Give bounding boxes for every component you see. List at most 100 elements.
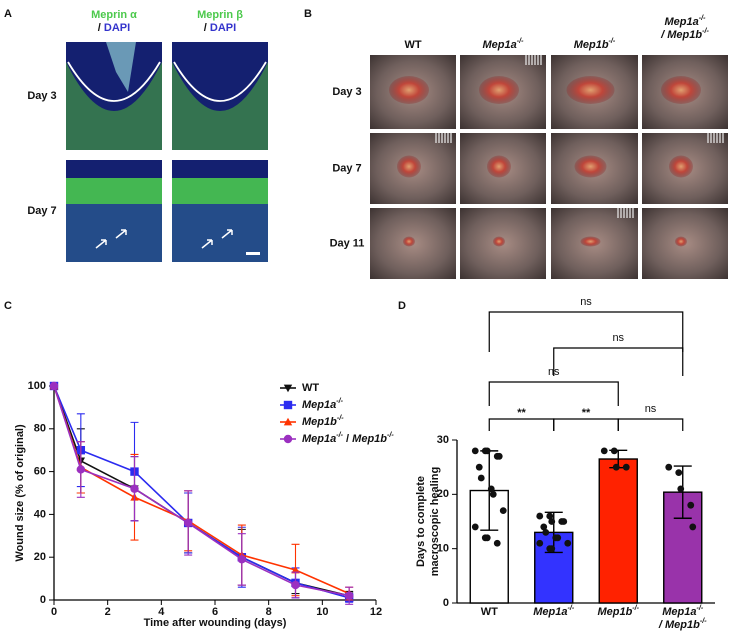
data-point [471, 523, 479, 531]
column-header: Mep1b-/- [574, 37, 616, 51]
data-point [548, 545, 556, 553]
column-header: Meprin β / DAPI [197, 9, 243, 34]
data-point [483, 534, 491, 542]
y-tick-label: 100 [28, 380, 46, 392]
legend-label: Mep1a-/- / Mep1b-/- [302, 431, 394, 445]
significance-label: ** [517, 407, 526, 419]
marker [183, 518, 193, 528]
legend-label: Mep1a-/- [302, 397, 344, 411]
y-tick-label: 80 [34, 423, 46, 435]
y-tick-label: 20 [437, 488, 449, 500]
tissue [66, 62, 162, 150]
superscript: -/- [336, 397, 343, 405]
y-tick-label: 60 [34, 466, 46, 478]
text-part: Mep1b [302, 416, 337, 428]
column-header: Mep1a-/-/ Mep1b-/- [660, 14, 709, 41]
data-point [622, 463, 630, 471]
marker [283, 384, 293, 393]
epidermis [172, 178, 268, 204]
y-axis-label: Wound size (% of original) [14, 424, 26, 562]
text-part: Meprin α [91, 9, 137, 21]
dermis [66, 204, 162, 262]
data-point [542, 528, 550, 536]
superscript: -/- [387, 431, 394, 439]
data-point [665, 463, 673, 471]
data-point [536, 512, 544, 520]
significance-label: ns [580, 296, 592, 308]
data-point [475, 463, 483, 471]
legend-label: WT [302, 382, 319, 394]
superscript: -/- [609, 37, 616, 45]
superscript: -/- [336, 431, 343, 439]
data-point [489, 490, 497, 498]
x-tick-label: 8 [266, 606, 272, 618]
wound [566, 76, 615, 104]
data-point [536, 539, 544, 547]
wound [389, 76, 429, 104]
text-part: DAPI [104, 22, 130, 34]
data-point [600, 447, 608, 455]
x-tick-label: Mep1a-/-/ Mep1b-/- [658, 604, 707, 631]
data-point [689, 523, 697, 531]
panel-label: A [4, 8, 12, 20]
superscript: -/- [702, 27, 709, 35]
marker [283, 400, 293, 410]
text-part: Mep1a [662, 606, 696, 618]
data-point [610, 447, 618, 455]
text-part: Mep1a [533, 606, 567, 618]
column-header: Mep1a-/- [483, 37, 525, 51]
text-part: / Mep1b [658, 619, 700, 631]
y-tick-label: 0 [40, 594, 46, 606]
text-part: / Mep1b [660, 29, 702, 41]
data-point [677, 485, 685, 493]
marker [237, 555, 247, 564]
bar [598, 458, 638, 604]
scab [106, 42, 136, 92]
data-point [546, 512, 554, 520]
panel-label: D [398, 300, 406, 312]
significance-bracket [617, 418, 684, 431]
x-tick-label: 10 [316, 606, 328, 618]
data-point [560, 518, 568, 525]
marker [344, 591, 354, 600]
significance-label: ns [645, 403, 657, 415]
marker [76, 465, 86, 474]
wound [397, 155, 421, 178]
wound [574, 155, 607, 178]
superscript: -/- [697, 604, 704, 612]
data-point [687, 501, 695, 509]
marker [291, 565, 300, 574]
panel-label: C [4, 300, 12, 312]
data-point [548, 518, 556, 525]
text-part: / [343, 433, 352, 445]
superscript: -/- [517, 37, 524, 45]
data-point [675, 469, 683, 476]
wound [675, 236, 687, 247]
row-label: Day 3 [332, 86, 361, 98]
marker [283, 434, 293, 444]
data-point [487, 485, 495, 493]
superscript: -/- [700, 617, 707, 625]
superscript: -/- [337, 414, 344, 422]
wound [487, 155, 511, 178]
wound-outline [173, 61, 267, 102]
x-tick-label: 2 [105, 606, 111, 618]
data-point [483, 447, 491, 455]
epidermis [66, 178, 162, 204]
tissue [172, 62, 268, 150]
y-tick-label: 40 [34, 508, 46, 520]
significance-bracket [488, 311, 684, 352]
arrow [201, 239, 213, 249]
text-part: Mep1a [665, 16, 699, 28]
data-point [495, 452, 503, 460]
wound [669, 155, 693, 178]
wound [479, 76, 519, 104]
significance-bracket [553, 347, 684, 376]
y-axis-label: macroscopic healing [429, 467, 441, 576]
column-header: Meprin α / DAPI [91, 9, 137, 34]
significance-label: ns [612, 332, 624, 344]
superscript: -/- [699, 14, 706, 22]
data-point [540, 523, 548, 531]
text-part: / [204, 22, 210, 34]
arrow [221, 229, 233, 239]
